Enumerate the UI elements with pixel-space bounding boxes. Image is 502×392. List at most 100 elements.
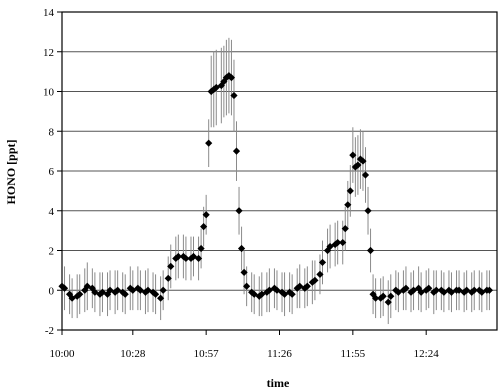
data-point: [179, 252, 187, 261]
data-point: [341, 225, 349, 233]
data-point: [288, 290, 296, 298]
x-tick-label: 11:26: [267, 348, 292, 360]
data-point: [182, 254, 190, 263]
data-point: [369, 290, 377, 298]
data-point: [205, 139, 213, 147]
x-tick-label: 11:55: [341, 348, 366, 360]
y-tick-label: 14: [43, 7, 55, 19]
data-point: [280, 290, 289, 298]
data-point: [301, 284, 309, 292]
data-point: [197, 244, 205, 253]
data-point: [296, 282, 304, 290]
data-point: [76, 290, 84, 298]
data-point: [187, 254, 195, 263]
gridlines: [62, 51, 497, 291]
data-point: [349, 151, 357, 159]
data-point: [417, 288, 425, 296]
y-tick-label: 4: [49, 206, 55, 218]
data-point: [485, 286, 494, 294]
x-tick-label: 10:57: [194, 348, 220, 360]
y-tick-label: 10: [43, 87, 55, 99]
data-point: [248, 288, 256, 296]
data-point: [318, 258, 327, 267]
data-point: [387, 292, 395, 300]
data-point: [366, 246, 375, 255]
data-point: [278, 288, 286, 296]
data-point: [60, 284, 69, 292]
data-point: [339, 238, 347, 247]
data-point: [157, 294, 165, 302]
data-point: [202, 211, 210, 219]
data-point: [432, 286, 440, 294]
data-point: [364, 207, 372, 215]
data-point: [359, 157, 367, 165]
data-point: [361, 171, 370, 179]
data-point: [334, 238, 342, 247]
data-markers: [58, 72, 494, 306]
data-point: [311, 276, 319, 284]
data-point: [255, 292, 263, 300]
data-point: [270, 284, 279, 292]
data-point: [91, 288, 99, 296]
data-point: [189, 252, 198, 261]
data-point: [402, 284, 410, 292]
data-point: [407, 288, 415, 296]
data-point: [344, 201, 352, 209]
data-point: [151, 290, 160, 298]
data-point: [103, 290, 112, 298]
data-point: [384, 298, 392, 306]
data-point: [326, 242, 334, 251]
data-point: [98, 288, 107, 296]
data-point: [96, 290, 104, 298]
data-point: [227, 73, 236, 82]
data-point: [263, 288, 271, 296]
data-point: [232, 147, 241, 155]
data-point: [308, 278, 316, 286]
data-point: [230, 91, 238, 100]
data-point: [468, 288, 476, 296]
data-point: [303, 282, 311, 290]
data-point: [149, 288, 157, 296]
data-point: [351, 163, 359, 171]
data-point: [425, 284, 433, 292]
y-tick-label: 6: [49, 166, 55, 178]
x-tick-label: 10:28: [120, 348, 146, 360]
error-bars: [61, 37, 490, 325]
data-point: [379, 292, 387, 300]
data-point: [346, 187, 354, 195]
data-point: [354, 161, 362, 169]
data-point: [159, 286, 167, 294]
data-point: [240, 268, 248, 276]
y-tick-label: 8: [49, 126, 55, 138]
data-point: [460, 288, 468, 296]
data-point: [377, 294, 385, 302]
data-point: [65, 290, 74, 298]
data-point: [119, 288, 127, 296]
data-point: [470, 286, 478, 294]
y-tick-label: 2: [49, 246, 55, 258]
data-point: [316, 270, 324, 278]
data-point: [237, 244, 246, 253]
data-point: [372, 294, 380, 302]
data-point: [174, 252, 182, 261]
data-point: [164, 274, 172, 282]
x-tick-label: 12:24: [414, 348, 440, 360]
y-tick-label: 0: [49, 285, 55, 297]
data-point: [200, 223, 208, 231]
data-point: [83, 282, 91, 290]
y-tick-label: 12: [43, 47, 54, 59]
data-point: [250, 290, 258, 298]
x-axis-title: time: [267, 376, 290, 390]
data-point: [194, 254, 203, 263]
y-axis-ticks: -2 0 2 4 6 8 10 12 14: [43, 7, 62, 337]
data-point: [73, 292, 81, 300]
x-axis-ticks: 10:00 10:28 10:57 11:26 11:55 12:24: [49, 330, 439, 360]
data-point: [68, 294, 76, 302]
data-point: [167, 262, 175, 270]
y-tick-label: -2: [45, 325, 54, 337]
data-point: [243, 282, 251, 290]
x-tick-label: 10:00: [49, 348, 75, 360]
data-point: [121, 290, 129, 298]
y-axis-title: HONO [ppt]: [4, 139, 18, 204]
